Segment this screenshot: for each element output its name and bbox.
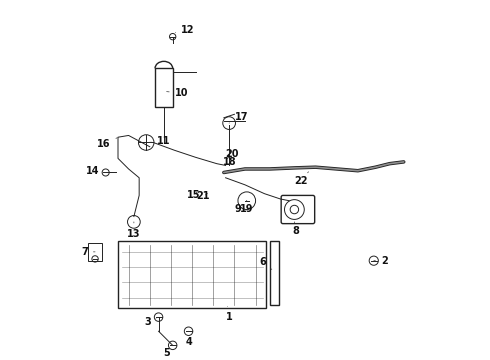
Bar — [118, 241, 266, 308]
Text: 4: 4 — [185, 331, 192, 347]
Text: 13: 13 — [127, 222, 141, 239]
Text: 2: 2 — [374, 256, 388, 266]
Text: 5: 5 — [163, 345, 172, 359]
Text: 9: 9 — [235, 201, 247, 214]
Text: 6: 6 — [259, 257, 272, 270]
Text: 10: 10 — [167, 88, 188, 98]
Text: 22: 22 — [294, 172, 309, 186]
Text: 15: 15 — [187, 190, 200, 200]
Text: 21: 21 — [196, 192, 210, 202]
Text: 11: 11 — [149, 136, 171, 147]
Bar — [270, 241, 278, 305]
Bar — [88, 243, 102, 261]
Text: 19: 19 — [240, 201, 253, 214]
Text: 17: 17 — [229, 112, 248, 123]
Text: 16: 16 — [97, 138, 117, 149]
Text: 14: 14 — [86, 166, 106, 176]
Text: 20: 20 — [225, 149, 238, 159]
Text: 7: 7 — [81, 247, 95, 257]
Text: 12: 12 — [175, 24, 195, 35]
Text: 1: 1 — [226, 307, 232, 322]
Text: 8: 8 — [293, 222, 299, 236]
Bar — [155, 68, 172, 107]
Text: 18: 18 — [223, 157, 237, 167]
Text: 3: 3 — [144, 318, 156, 327]
